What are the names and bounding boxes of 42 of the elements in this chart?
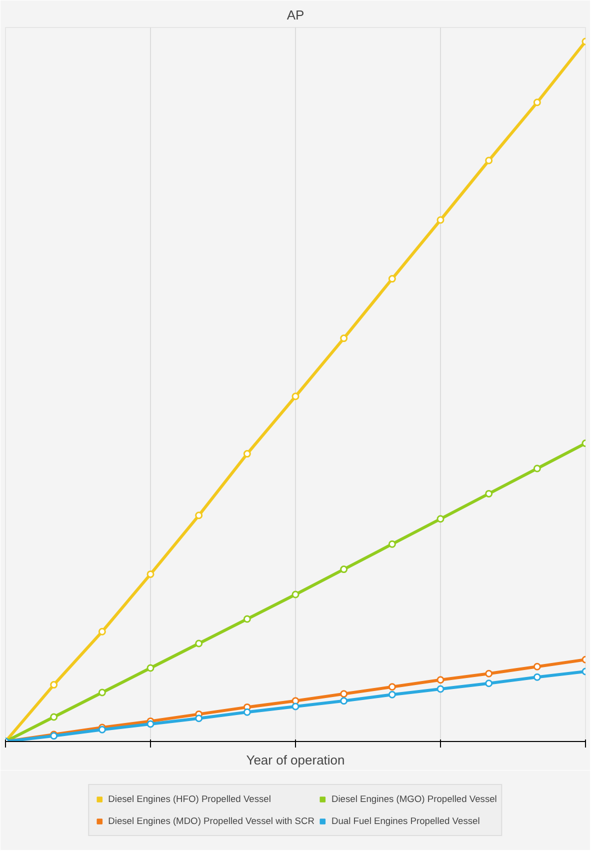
point <box>485 680 493 688</box>
legend-label: Diesel Engines (HFO) Propelled Vessel <box>108 793 271 805</box>
point <box>243 450 251 458</box>
point <box>292 392 300 400</box>
point <box>195 512 203 520</box>
point <box>292 590 300 598</box>
legend-label: Dual Fuel Engines Propelled Vessel <box>331 815 480 827</box>
point <box>436 685 444 693</box>
point <box>146 570 154 578</box>
point <box>243 615 251 623</box>
point <box>146 664 154 672</box>
point <box>243 708 251 716</box>
x-axis-title: Year of operation <box>246 752 345 768</box>
point <box>388 683 396 691</box>
point <box>340 334 348 342</box>
point <box>195 714 203 722</box>
point <box>388 690 396 698</box>
point <box>436 216 444 224</box>
legend-label: Diesel Engines (MDO) Propelled Vessel with SCR <box>108 815 314 827</box>
legend-label: Diesel Engines (MGO) Propelled Vessel <box>331 793 497 805</box>
point <box>533 464 541 472</box>
chart-title: AP <box>286 8 304 22</box>
point <box>436 676 444 684</box>
point <box>533 662 541 670</box>
point <box>98 688 106 696</box>
point <box>340 566 348 574</box>
point <box>292 702 300 710</box>
point <box>98 628 106 636</box>
point <box>533 673 541 681</box>
point <box>340 690 348 698</box>
point <box>485 670 493 678</box>
point <box>50 681 58 689</box>
point <box>533 98 541 106</box>
point <box>195 640 203 648</box>
point <box>340 697 348 705</box>
point <box>146 720 154 728</box>
point <box>388 540 396 548</box>
point <box>50 713 58 721</box>
point <box>485 490 493 498</box>
point <box>388 275 396 283</box>
point <box>436 515 444 523</box>
point <box>485 156 493 164</box>
